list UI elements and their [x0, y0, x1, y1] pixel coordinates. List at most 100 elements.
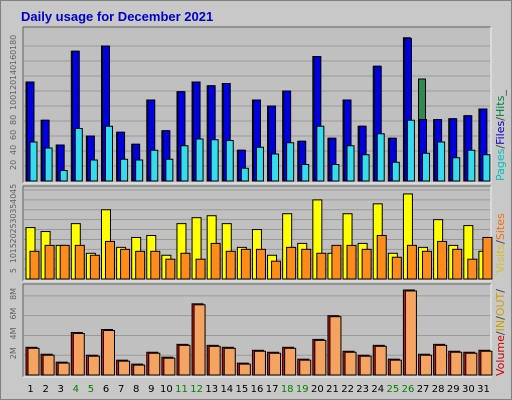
bar-pages-day-27: [422, 152, 431, 182]
legend-volume-label: Volume: [494, 335, 507, 376]
day-label: 3: [58, 384, 64, 395]
bar-sites-day-8: [135, 250, 146, 280]
day-label: 26: [402, 384, 415, 395]
bar-sites-day-14: [225, 250, 236, 280]
bar-out-day-20: [314, 339, 327, 376]
bar-out-day-16: [253, 350, 266, 376]
bar-out-day-28: [435, 344, 448, 376]
legend-files-label: Files: [494, 120, 507, 144]
bar-out-day-2: [42, 354, 55, 376]
bar-pages-day-15: [240, 167, 249, 182]
y-tick-label: 120: [9, 80, 18, 95]
y-tick-label: 6M: [9, 308, 18, 320]
bar-pages-day-28: [437, 141, 446, 182]
legend--label: /: [494, 117, 507, 121]
bar-out-day-21: [329, 316, 342, 376]
bar-pages-day-20: [316, 125, 325, 182]
bar-sites-day-31: [482, 236, 493, 280]
panel-legend: Pages/Files/Hits_: [494, 90, 507, 181]
bar-pages-day-22: [346, 145, 355, 182]
bar-out-day-19: [299, 359, 312, 376]
bar-pages-day-30: [467, 149, 476, 182]
day-label: 19: [296, 384, 309, 395]
bar-out-day-24: [374, 345, 387, 376]
bar-pages-day-18: [286, 142, 295, 182]
day-label: 25: [387, 384, 400, 395]
y-tick-label: 8M: [9, 288, 18, 300]
panel-legend: Visits/Sites: [494, 213, 507, 273]
bar-pages-day-3: [59, 170, 68, 182]
y-tick-label: 100: [9, 95, 18, 110]
bar-out-day-15: [238, 363, 251, 376]
bar-pages-day-23: [361, 154, 370, 182]
y-tick-label: 160: [9, 50, 18, 65]
bar-pages-day-1: [29, 141, 38, 182]
bar-out-day-26: [404, 290, 417, 376]
day-label: 21: [326, 384, 339, 395]
legend-out-label: OUT: [494, 292, 507, 316]
bar-out-day-13: [208, 345, 221, 376]
bar-pages-day-29: [452, 157, 461, 182]
day-label: 4: [73, 384, 79, 395]
bar-sites-day-30: [467, 258, 478, 280]
legend-sites-label: Sites: [494, 213, 507, 240]
bar-out-day-23: [359, 355, 372, 376]
bar-sites-day-22: [346, 244, 357, 280]
bar-out-day-14: [223, 347, 236, 376]
legend--label: /: [494, 145, 507, 149]
bar-sites-day-5: [89, 254, 100, 280]
y-tick-label: 10: [9, 253, 18, 263]
day-label: 9: [148, 384, 154, 395]
bar-pages-day-31: [482, 154, 491, 182]
bar-out-day-22: [344, 351, 357, 376]
bar-pages-day-4: [74, 128, 83, 182]
bar-sites-day-29: [452, 248, 463, 280]
legend-hits-label: Hits: [494, 95, 507, 117]
day-label: 1: [27, 384, 33, 395]
bar-out-day-5: [87, 355, 100, 376]
y-tick-label: 40: [9, 145, 18, 155]
y-tick-label: 4M: [9, 327, 18, 339]
day-label: 20: [311, 384, 324, 395]
bar-pages-day-11: [180, 145, 189, 182]
bar-sites-day-3: [59, 244, 70, 280]
day-label: 18: [281, 384, 294, 395]
bar-pages-day-2: [44, 147, 53, 182]
bar-pages-day-26: [406, 119, 415, 182]
day-label: 14: [220, 384, 233, 395]
day-label: 13: [205, 384, 218, 395]
y-tick-label: 15: [9, 243, 18, 253]
y-tick-label: 45: [9, 184, 18, 194]
day-label: 28: [432, 384, 445, 395]
chart-title: Daily usage for December 2021: [21, 9, 213, 24]
day-label: 22: [341, 384, 354, 395]
day-label: 17: [266, 384, 279, 395]
legend--label: _: [494, 90, 507, 97]
y-tick-label: 35: [9, 204, 18, 214]
bar-out-day-4: [72, 332, 85, 376]
y-tick-label: 20: [9, 233, 18, 243]
legend-visits-label: Visits: [494, 244, 507, 273]
bar-sites-day-10: [165, 258, 176, 280]
panel-legend: Volume/IN/OUT/: [494, 289, 507, 376]
day-label: 24: [371, 384, 384, 395]
bar-out-day-17: [269, 352, 282, 376]
y-tick-label: 25: [9, 223, 18, 233]
y-tick-label: 5: [9, 268, 18, 273]
day-label: 11: [175, 384, 188, 395]
bar-sites-day-24: [376, 234, 387, 280]
bar-sites-day-20: [316, 252, 327, 280]
day-label: 7: [118, 384, 124, 395]
bar-out-day-3: [57, 362, 70, 376]
day-label: 8: [133, 384, 139, 395]
bar-pages-day-6: [104, 125, 113, 182]
day-label: 29: [447, 384, 460, 395]
bar-sites-day-6: [104, 240, 115, 280]
bar-out-day-29: [450, 351, 463, 376]
y-tick-label: 80: [9, 115, 18, 125]
bar-pages-day-5: [89, 159, 98, 182]
bar-out-day-12: [193, 304, 206, 376]
day-label: 23: [356, 384, 369, 395]
